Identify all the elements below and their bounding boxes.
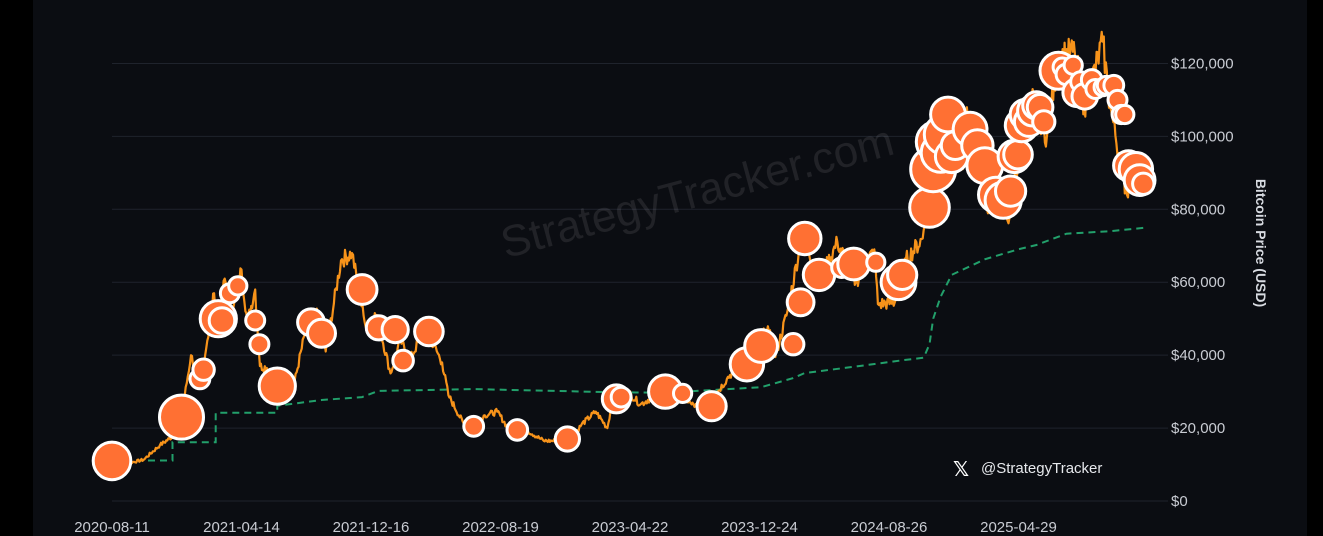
purchase-bubble[interactable] — [380, 315, 410, 345]
x-tick-label: 2021-04-14 — [203, 519, 280, 536]
purchase-bubble[interactable] — [836, 246, 872, 282]
y-tick-label: $40,000 — [1171, 347, 1225, 364]
purchase-bubble[interactable] — [207, 306, 237, 335]
purchase-bubble[interactable] — [1114, 103, 1136, 126]
purchase-bubble[interactable] — [158, 393, 205, 441]
x-tick-label: 2020-08-11 — [74, 519, 150, 536]
x-tick-label: 2023-04-22 — [592, 519, 669, 536]
purchase-bubble[interactable] — [1131, 171, 1156, 197]
purchase-bubble[interactable] — [306, 317, 337, 349]
purchase-bubble[interactable] — [695, 390, 728, 423]
y-tick-label: $0 — [1171, 493, 1188, 510]
purchase-bubble[interactable] — [787, 220, 823, 257]
purchase-bubble[interactable] — [781, 332, 806, 357]
purchase-bubble[interactable] — [908, 186, 951, 229]
purchase-bubble[interactable] — [248, 333, 271, 356]
purchase-bubble[interactable] — [743, 328, 779, 364]
x-logo-icon: 𝕏 — [953, 457, 969, 481]
x-tick-label: 2023-12-24 — [721, 519, 798, 536]
purchase-bubble[interactable] — [785, 287, 816, 318]
purchase-bubble[interactable] — [1002, 138, 1034, 171]
purchase-bubble[interactable] — [227, 275, 249, 297]
purchase-bubble[interactable] — [91, 440, 133, 482]
purchase-bubble[interactable] — [672, 382, 694, 404]
purchase-bubble[interactable] — [801, 257, 837, 293]
purchase-bubble[interactable] — [413, 315, 445, 348]
social-handle[interactable]: @StrategyTracker — [981, 460, 1102, 477]
purchase-bubble[interactable] — [505, 418, 530, 442]
purchase-bubble[interactable] — [865, 251, 887, 273]
average-cost-series — [112, 226, 1144, 462]
purchase-bubble[interactable] — [994, 174, 1028, 208]
grid-lines — [112, 62, 1168, 502]
y-tick-label: $20,000 — [1171, 420, 1225, 437]
chart-panel: StrategyTracker.com $0 $20,000 $40,000 $60,… — [33, 0, 1307, 536]
y-tick-label: $120,000 — [1171, 55, 1234, 72]
y-tick-label: $100,000 — [1171, 128, 1234, 145]
x-tick-label: 2022-08-19 — [462, 519, 539, 536]
x-axis-ticks: 2020-08-11 2021-04-14 2021-12-16 2022-08-19… — [74, 519, 1057, 536]
y-tick-label: $80,000 — [1171, 201, 1225, 218]
purchase-bubbles — [91, 50, 1157, 482]
x-tick-label: 2025-04-29 — [980, 519, 1057, 536]
purchase-bubble[interactable] — [391, 348, 415, 373]
purchase-bubble[interactable] — [345, 273, 379, 306]
x-tick-label: 2021-12-16 — [333, 519, 410, 536]
purchase-bubble[interactable] — [244, 309, 267, 332]
y-axis-ticks: $0 $20,000 $40,000 $60,000 $80,000 $100,000 $1… — [1171, 55, 1234, 510]
purchase-bubble[interactable] — [553, 425, 582, 453]
purchase-bubble[interactable] — [886, 258, 919, 291]
y-tick-label: $60,000 — [1171, 274, 1225, 291]
purchase-bubble[interactable] — [462, 414, 486, 438]
purchase-bubble[interactable] — [609, 385, 633, 409]
x-tick-label: 2024-08-26 — [851, 519, 928, 536]
purchase-bubble[interactable] — [1031, 109, 1057, 135]
average-cost-line — [112, 226, 1144, 462]
purchase-bubble[interactable] — [257, 366, 297, 406]
y-axis-label: Bitcoin Price (USD) — [1253, 179, 1269, 307]
bitcoin-purchases-chart: StrategyTracker.com $0$20,000$40,000$60,… — [74, 30, 1269, 536]
purchase-bubble[interactable] — [191, 357, 216, 382]
